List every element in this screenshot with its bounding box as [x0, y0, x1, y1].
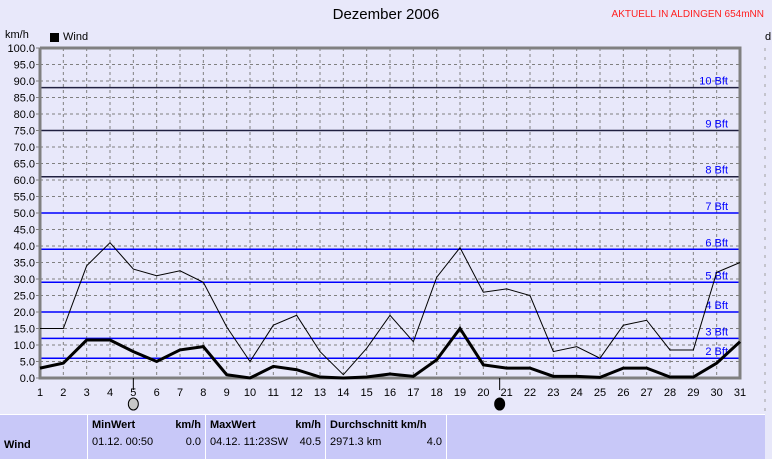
x-tick-label: 25: [594, 387, 606, 399]
y-tick-label: 60.0: [14, 175, 35, 187]
x-tick-label: 18: [431, 387, 443, 399]
row-label: Wind: [0, 415, 88, 459]
x-tick-label: 15: [361, 387, 373, 399]
avg-distance: 2971.3 km: [330, 436, 381, 448]
y-tick-label: 10.0: [14, 340, 35, 352]
x-tick-label: 9: [224, 387, 230, 399]
max-value: 40.5: [300, 436, 321, 448]
y-tick-label: 30.0: [14, 274, 35, 286]
x-tick-label: 6: [154, 387, 160, 399]
x-tick-label: 10: [244, 387, 256, 399]
y-tick-label: 25.0: [14, 291, 35, 303]
min-value: 0.0: [186, 436, 201, 448]
avg-header: Durchschnitt km/h: [330, 419, 427, 431]
y-tick-label: 55.0: [14, 192, 35, 204]
avg-value: 4.0: [427, 436, 442, 448]
x-tick-label: 8: [200, 387, 206, 399]
x-tick-label: 16: [384, 387, 396, 399]
x-tick-label: 31: [734, 387, 746, 399]
x-tick-label: 12: [291, 387, 303, 399]
y-tick-label: 75.0: [14, 126, 35, 138]
y-tick-label: 45.0: [14, 225, 35, 237]
y-tick-label: 35.0: [14, 258, 35, 270]
beaufort-label: 9 Bft: [705, 119, 728, 131]
y-tick-label: 70.0: [14, 142, 35, 154]
x-tick-label: 17: [407, 387, 419, 399]
x-tick-label: 1: [37, 387, 43, 399]
avg-col: Durchschnitt km/h 2971.3 km 4.0: [326, 415, 447, 459]
x-tick-label: 27: [641, 387, 653, 399]
y-tick-label: 5.0: [20, 357, 35, 369]
x-tick-label: 30: [711, 387, 723, 399]
x-tick-label: 21: [501, 387, 513, 399]
y-tick-label: 50.0: [14, 208, 35, 220]
y-tick-label: 40.0: [14, 241, 35, 253]
max-time: 04.12. 11:23SW: [210, 436, 288, 448]
min-col: MinWert km/h 01.12. 00:50 0.0: [88, 415, 206, 459]
x-tick-label: 28: [664, 387, 676, 399]
y-tick-label: 0.0: [20, 373, 35, 385]
x-tick-label: 22: [524, 387, 536, 399]
max-unit: km/h: [295, 419, 321, 431]
beaufort-label: 6 Bft: [705, 237, 728, 249]
x-tick-label: 3: [84, 387, 90, 399]
y-tick-label: 100.0: [7, 43, 35, 55]
max-header: MaxWert: [210, 419, 256, 431]
wind-chart: 0.0 5.0 10.0 15.0 20.0 25.0 30.0 35.0 40.0 45.0 50…: [0, 0, 772, 414]
beaufort-label: 8 Bft: [705, 165, 728, 177]
series-wind: [40, 329, 740, 379]
x-tick-label: 2: [60, 387, 66, 399]
y-tick-label: 85.0: [14, 93, 35, 105]
y-tick-label: 90.0: [14, 76, 35, 88]
y-tick-label: 95.0: [14, 60, 35, 72]
y-tick-label: 65.0: [14, 159, 35, 171]
beaufort-label: 4 Bft: [705, 300, 728, 312]
min-unit: km/h: [175, 419, 201, 431]
x-tick-label: 7: [177, 387, 183, 399]
x-tick-label: 14: [337, 387, 349, 399]
y-tick-label: 15.0: [14, 324, 35, 336]
min-header: MinWert: [92, 419, 135, 431]
stats-table: Wind MinWert km/h 01.12. 00:50 0.0 MaxWert…: [0, 414, 765, 459]
x-tick-label: 11: [268, 387, 279, 399]
min-time: 01.12. 00:50: [92, 436, 153, 448]
new-moon-icon: [495, 398, 505, 410]
x-tick-label: 20: [477, 387, 489, 399]
beaufort-label: 3 Bft: [705, 326, 728, 338]
x-tick-label: 4: [107, 387, 113, 399]
x-tick-label: 24: [571, 387, 583, 399]
full-moon-icon: [128, 398, 138, 410]
x-tick-label: 19: [454, 387, 466, 399]
x-tick-label: 26: [617, 387, 629, 399]
x-tick-label: 13: [314, 387, 326, 399]
x-tick-label: 29: [687, 387, 699, 399]
beaufort-label: 10 Bft: [699, 76, 728, 88]
x-tick-label: 23: [547, 387, 559, 399]
max-col: MaxWert km/h 04.12. 11:23SW 40.5: [206, 415, 326, 459]
y-tick-label: 80.0: [14, 109, 35, 121]
y-tick-label: 20.0: [14, 307, 35, 319]
beaufort-label: 7 Bft: [705, 201, 728, 213]
